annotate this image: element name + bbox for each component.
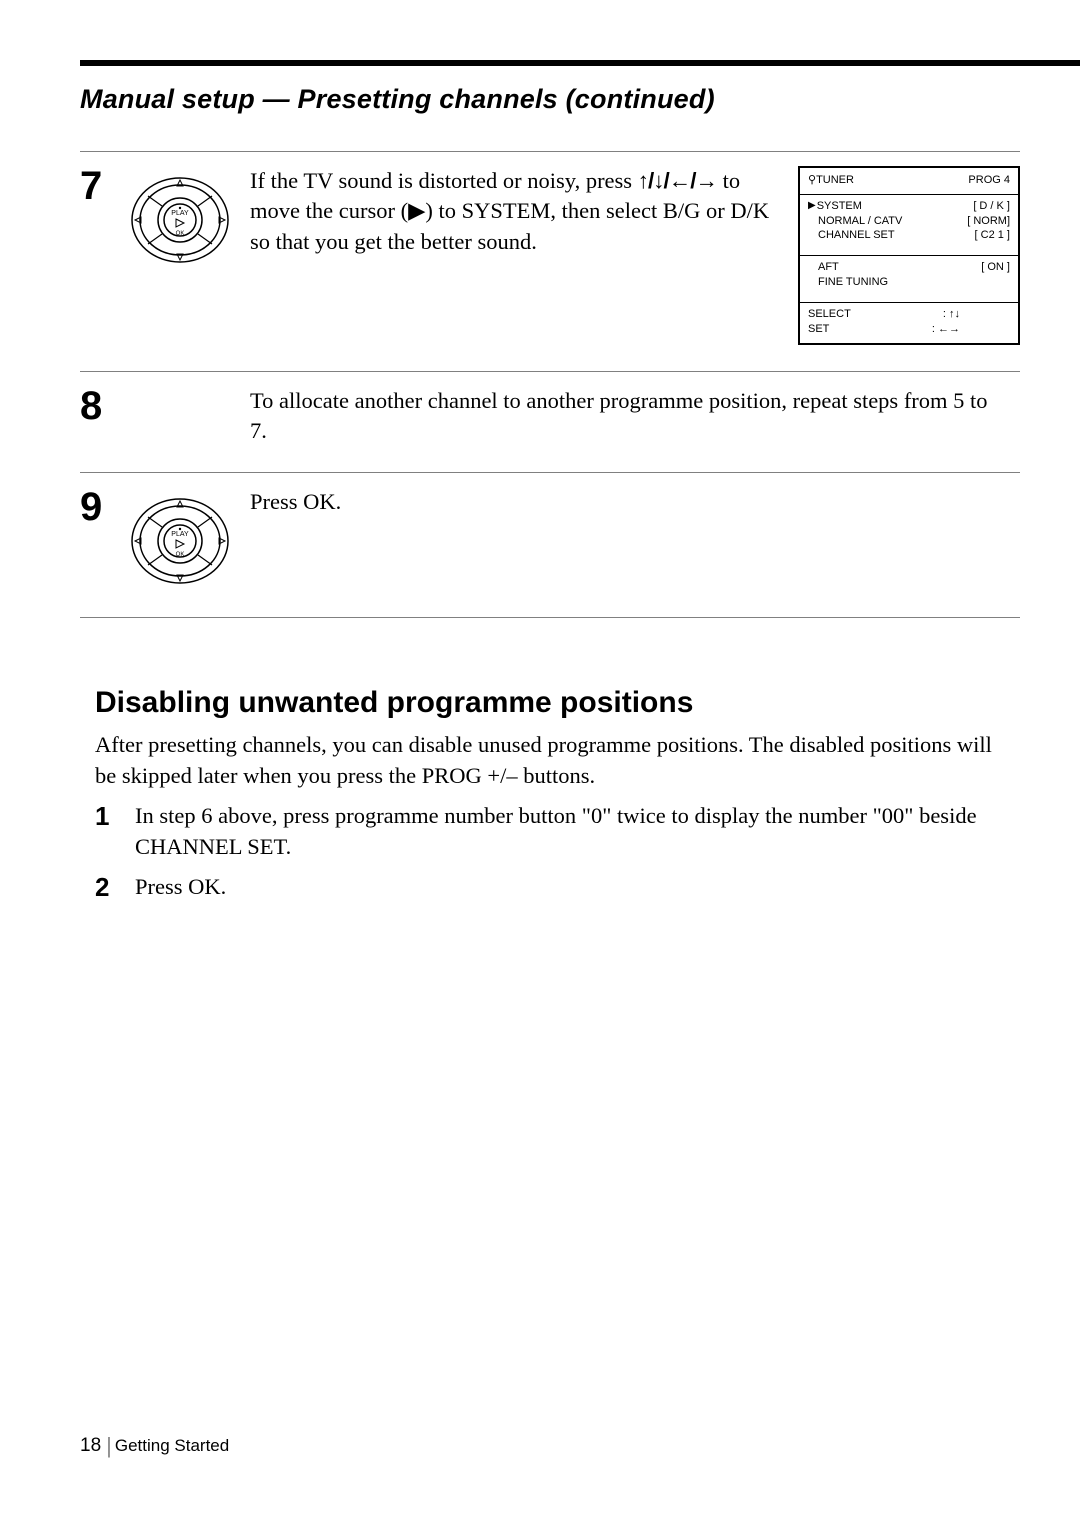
dpad-icon: PLAY OK bbox=[130, 170, 230, 270]
sub-step-1: 1 In step 6 above, press programme numbe… bbox=[95, 801, 1000, 862]
step-number: 9 bbox=[80, 487, 130, 527]
osd-system-row: ▶SYSTEM bbox=[808, 199, 862, 214]
play-label: PLAY bbox=[171, 210, 189, 217]
osd-line: SELECT : ↑↓ bbox=[808, 307, 1010, 322]
top-rule bbox=[80, 60, 1080, 66]
osd-display: ⚲TUNER PROG 4 ▶SYSTEM [ D / K ] NORMAL /… bbox=[798, 166, 1020, 345]
step7-pre: If the TV sound is distorted or noisy, p… bbox=[250, 168, 638, 193]
body-paragraph: After presetting channels, you can disab… bbox=[95, 730, 1000, 791]
sub-step-number: 2 bbox=[95, 872, 135, 903]
antenna-icon: ⚲ bbox=[808, 174, 816, 186]
osd-header-right: PROG 4 bbox=[968, 174, 1010, 188]
page-footer: 18|Getting Started bbox=[80, 1433, 229, 1459]
osd-system-label: SYSTEM bbox=[817, 199, 862, 214]
remote-illustration: PLAY OK bbox=[130, 166, 250, 270]
step-7: 7 PLAY OK bbox=[80, 152, 1020, 355]
footer-separator: | bbox=[106, 1433, 112, 1458]
osd-channelset-label: CHANNEL SET bbox=[808, 228, 895, 243]
page-number: 18 bbox=[80, 1435, 101, 1456]
remote-spacer bbox=[130, 386, 250, 390]
osd-system-value: [ D / K ] bbox=[973, 199, 1010, 214]
osd-set-value: : ←→ bbox=[932, 322, 1010, 337]
step-9: 9 PLAY OK bbox=[80, 473, 1020, 601]
osd-aft-value: [ ON ] bbox=[981, 260, 1010, 275]
ok-label: OK bbox=[176, 231, 185, 237]
osd-line: ▶SYSTEM [ D / K ] bbox=[808, 199, 1010, 214]
osd-cursor-icon: ▶ bbox=[808, 199, 816, 213]
sub-step-text: In step 6 above, press programme number … bbox=[135, 801, 1000, 862]
osd-line: SET : ←→ bbox=[808, 322, 1010, 337]
osd-set-label: SET bbox=[808, 322, 829, 337]
osd-channelset-value: [ C2 1 ] bbox=[975, 228, 1010, 243]
osd-normal-label: NORMAL / CATV bbox=[808, 214, 902, 229]
osd-line: AFT [ ON ] bbox=[808, 260, 1010, 275]
osd-block-2: AFT [ ON ] FINE TUNING bbox=[800, 256, 1018, 296]
step-text: If the TV sound is distorted or noisy, p… bbox=[250, 166, 792, 257]
step-8: 8 To allocate another channel to another… bbox=[80, 372, 1020, 457]
osd-header: ⚲TUNER PROG 4 bbox=[800, 168, 1018, 188]
arrow-glyphs: ↑/↓/←/→ bbox=[638, 168, 717, 193]
sub-heading: Disabling unwanted programme positions bbox=[95, 686, 1080, 720]
osd-block-1: ▶SYSTEM [ D / K ] NORMAL / CATV [ NORM] … bbox=[800, 195, 1018, 250]
osd-tuner-label: TUNER bbox=[816, 174, 854, 186]
osd-line: FINE TUNING bbox=[808, 275, 1010, 290]
osd-finetuning-label: FINE TUNING bbox=[808, 275, 888, 290]
content-area: 7 PLAY OK bbox=[80, 151, 1020, 618]
sub-step-text: Press OK. bbox=[135, 872, 1000, 902]
step-number: 8 bbox=[80, 386, 130, 426]
osd-select-value: : ↑↓ bbox=[943, 307, 1010, 322]
svg-text:OK: OK bbox=[176, 552, 185, 558]
osd-header-left: ⚲TUNER bbox=[808, 174, 854, 188]
section-title: Manual setup — Presetting channels (cont… bbox=[80, 84, 1080, 115]
osd-block-3: SELECT : ↑↓ SET : ←→ bbox=[800, 303, 1018, 343]
footer-section: Getting Started bbox=[115, 1436, 229, 1455]
osd-aft-label: AFT bbox=[808, 260, 839, 275]
osd-select-label: SELECT bbox=[808, 307, 851, 322]
dpad-icon: PLAY OK bbox=[130, 491, 230, 591]
osd-line: NORMAL / CATV [ NORM] bbox=[808, 214, 1010, 229]
osd-normal-value: [ NORM] bbox=[967, 214, 1010, 229]
step-text: Press OK. bbox=[250, 487, 1020, 517]
sub-step-2: 2 Press OK. bbox=[95, 872, 1000, 903]
step-text: To allocate another channel to another p… bbox=[250, 386, 1020, 447]
step-number: 7 bbox=[80, 166, 130, 206]
cursor-glyph: ▶ bbox=[408, 198, 425, 223]
sub-step-number: 1 bbox=[95, 801, 135, 832]
svg-text:PLAY: PLAY bbox=[171, 531, 189, 538]
page: Manual setup — Presetting channels (cont… bbox=[0, 0, 1080, 1533]
remote-illustration: PLAY OK bbox=[130, 487, 250, 591]
divider bbox=[80, 617, 1020, 618]
osd-line: CHANNEL SET [ C2 1 ] bbox=[808, 228, 1010, 243]
